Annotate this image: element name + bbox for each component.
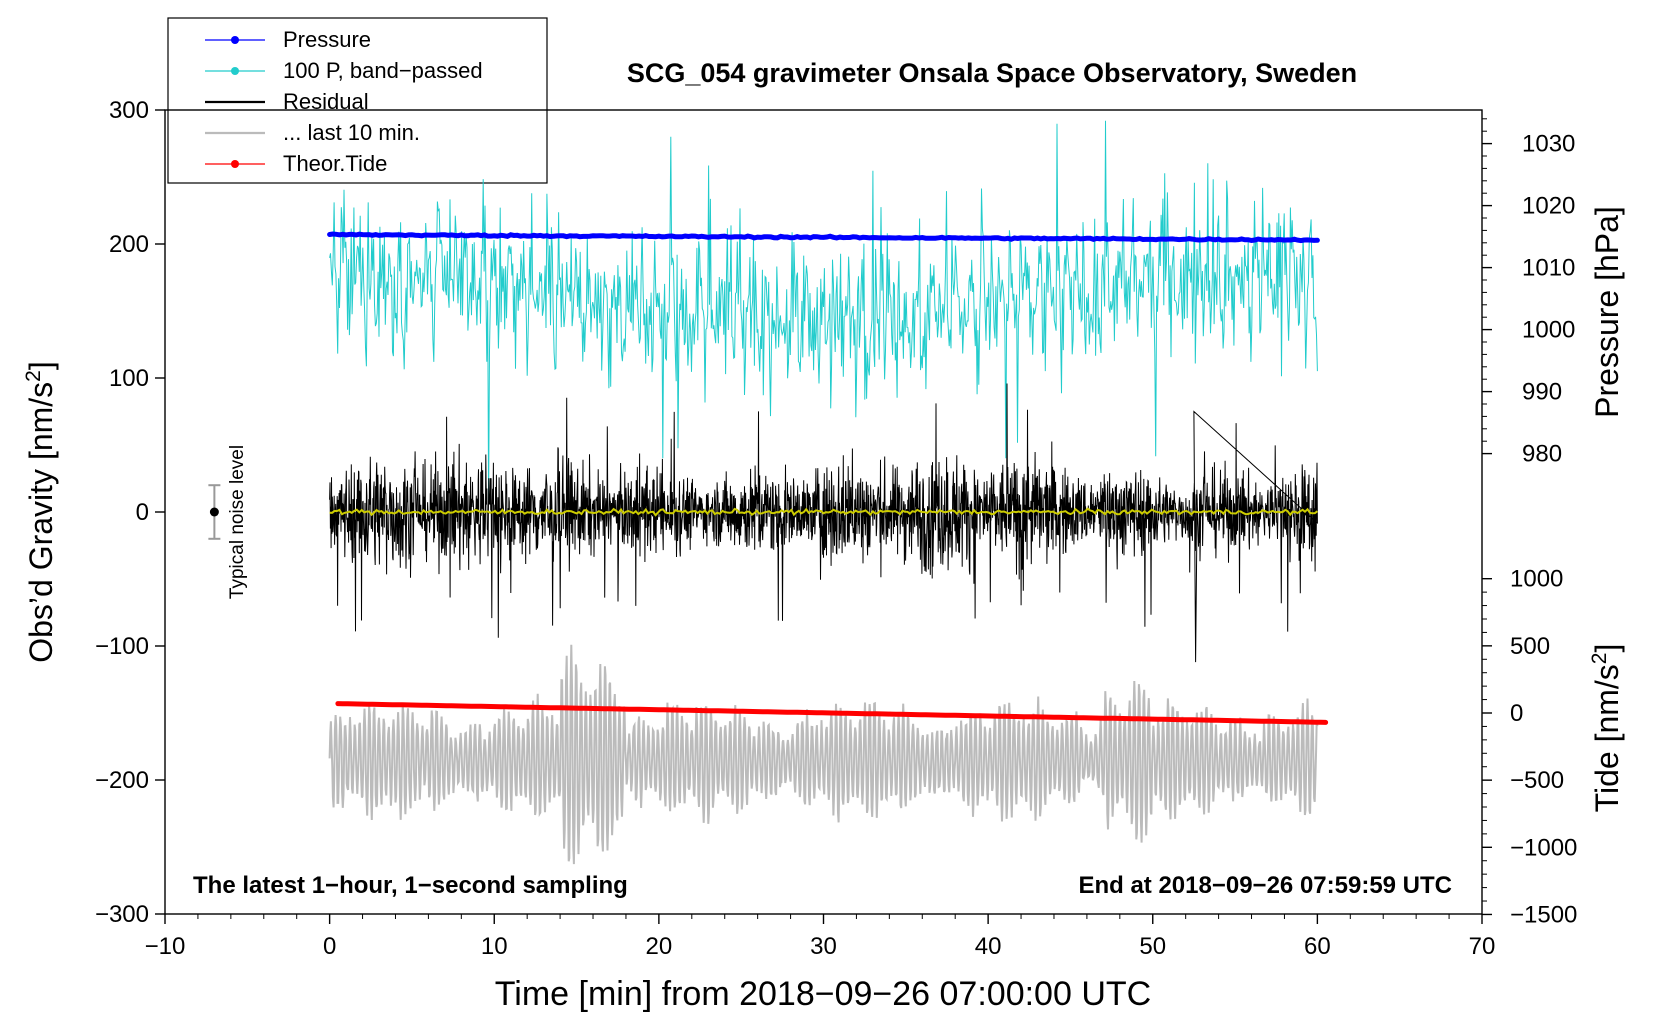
series-last-10-min [328,644,1319,865]
y-tick-label: −100 [95,633,149,660]
pressure-tick-label: 1030 [1522,131,1575,158]
y-tick-label: 300 [109,97,149,124]
tide-axis-label: Tide [nm/s2] [1588,644,1625,813]
series-theoretical-tide [335,701,1329,725]
noise-level-label: Typical noise level [227,445,248,599]
y-tick-label: 200 [109,231,149,258]
x-tick-label: 0 [323,933,336,960]
tide-axis-label-sup: 2 [1588,653,1611,665]
annotation-end-time: End at 2018−09−26 07:59:59 UTC [1078,872,1452,899]
tide-axis-label-end: ] [1589,644,1625,653]
chart-title: SCG_054 gravimeter Onsala Space Observat… [627,58,1357,88]
y-axis-label: Obs’d Gravity [nm/s2] [22,361,59,663]
y-axis-label-end: ] [23,361,59,370]
x-axis-ticks: −10 0 10 20 30 40 50 60 70 [145,914,1496,960]
tide-tick-label: 500 [1510,633,1550,660]
tide-tick-label: 0 [1510,700,1523,727]
legend-marker [231,36,239,44]
legend-marker [231,160,239,168]
pressure-tick-label: 990 [1522,379,1562,406]
legend-label: Pressure [283,27,371,52]
pressure-tick-label: 1010 [1522,255,1575,282]
pressure-tick-label: 1000 [1522,317,1575,344]
legend-marker [231,67,239,75]
tide-tick-label: −500 [1510,767,1564,794]
noise-level-dot [209,507,219,517]
y-tick-label: 100 [109,365,149,392]
y-tick-label: −200 [95,767,149,794]
series-layer [327,120,1329,865]
y-axis-label-sup: 2 [22,370,45,382]
pressure-axis-ticks: 980 990 1000 1010 1020 1030 [1482,118,1575,468]
legend-label: 100 P, band−passed [283,58,483,83]
series-bandpassed-pressure [329,120,1318,503]
pressure-tick-label: 980 [1522,441,1562,468]
series-residual-mean [329,507,1319,517]
x-tick-label: 20 [646,933,673,960]
legend-label: ... last 10 min. [283,120,420,145]
legend-label: Theor.Tide [283,151,387,176]
x-tick-label: 10 [481,933,508,960]
pressure-axis-label: Pressure [hPa] [1589,206,1625,418]
series-residual [329,383,1318,663]
x-tick-label: −10 [145,933,186,960]
x-tick-label: 50 [1139,933,1166,960]
tide-tick-label: 1000 [1510,566,1563,593]
annotation-sampling: The latest 1−hour, 1−second sampling [193,872,628,899]
y-tick-label: 0 [136,499,149,526]
x-tick-label: 30 [810,933,837,960]
noise-level-indicator: Typical noise level [208,445,248,599]
series-pressure [327,231,1320,244]
y-axis-label-text: Obs’d Gravity [nm/s [23,382,59,663]
x-axis-label: Time [min] from 2018−09−26 07:00:00 UTC [495,975,1151,1013]
x-tick-label: 40 [975,933,1002,960]
pressure-tick-label: 1020 [1522,193,1575,220]
legend-box [167,17,548,184]
x-tick-label: 70 [1469,933,1496,960]
tide-tick-label: −1000 [1510,834,1577,861]
y-tick-label: −300 [95,901,149,928]
tide-tick-label: −1500 [1510,901,1577,928]
y-axis-ticks: −300 −200 −100 0 100 200 300 [95,97,165,928]
tide-axis-ticks: −1500 −1000 −500 0 500 1000 [1482,566,1577,928]
x-tick-label: 60 [1304,933,1331,960]
tide-axis-label-text: Tide [nm/s [1589,664,1625,812]
